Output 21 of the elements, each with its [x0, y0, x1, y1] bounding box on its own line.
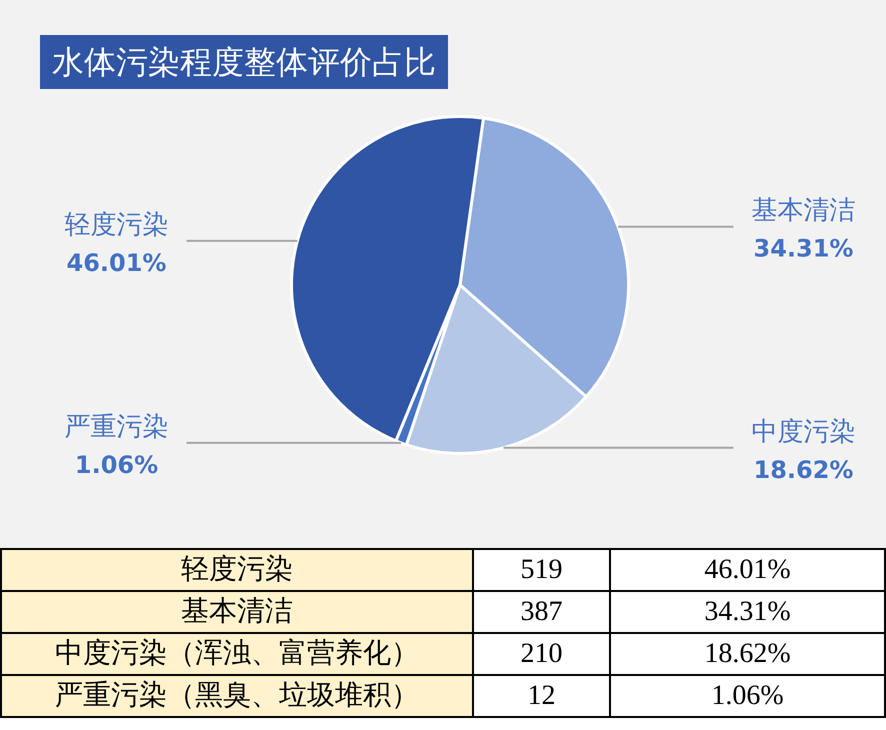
data-label: 1.06% — [74, 450, 158, 479]
slice-label: 严重污染 — [64, 412, 168, 442]
slice-label: 基本清洁 — [752, 196, 856, 226]
category-label: 严重污染（黑臭、垃圾堆积） — [1, 675, 473, 717]
data-label: 210 — [473, 633, 610, 675]
category-label: 中度污染（浑浊、富营养化） — [1, 633, 473, 675]
data-label: 34.31% — [610, 591, 885, 633]
category-label: 基本清洁 — [1, 591, 473, 633]
category-label: 轻度污染 — [1, 549, 473, 591]
data-label: 519 — [473, 549, 610, 591]
data-label: 1.06% — [610, 675, 885, 717]
slice-label: 轻度污染 — [64, 210, 168, 240]
data-label: 46.01% — [610, 549, 885, 591]
data-label: 387 — [473, 591, 610, 633]
slice-label: 中度污染 — [752, 416, 856, 447]
data-label: 34.31% — [754, 234, 854, 263]
data-label: 46.01% — [66, 248, 166, 277]
data-label: 12 — [473, 675, 610, 717]
data-label: 18.62% — [610, 633, 885, 675]
data-label: 18.62% — [754, 456, 854, 484]
chart-title: 水体污染程度整体评价占比 — [40, 35, 448, 89]
